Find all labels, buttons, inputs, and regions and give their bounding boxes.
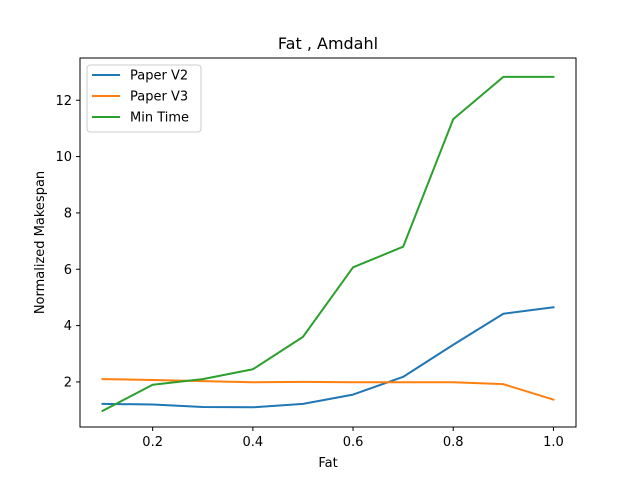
- series-line-2: [101, 378, 555, 401]
- y-tick-label: 8: [64, 206, 72, 221]
- y-tick-label: 12: [55, 94, 72, 109]
- x-tick-label: 0.6: [343, 435, 364, 450]
- x-tick-label: 0.4: [243, 435, 264, 450]
- y-axis-ticks: 2 4 6 8 10 12: [55, 94, 80, 390]
- series-line-1: [101, 306, 555, 409]
- legend: Paper V2 Paper V3 Min Time: [86, 64, 202, 133]
- y-tick-label: 6: [64, 263, 72, 278]
- plot-lines: [101, 75, 555, 413]
- y-axis-label: Normalized Makespan: [33, 171, 48, 314]
- legend-box: [86, 64, 202, 133]
- x-axis-label: Fat: [318, 456, 337, 471]
- x-tick-label: 0.2: [142, 435, 163, 450]
- legend-label: Min Time: [130, 111, 189, 126]
- x-axis-ticks: 0.2 0.4 0.6 0.8 1.0: [142, 427, 564, 450]
- plot-frame: [79, 57, 577, 428]
- y-tick-label: 10: [55, 150, 72, 165]
- legend-label: Paper V3: [130, 90, 188, 105]
- y-tick-label: 2: [64, 375, 72, 390]
- x-tick-label: 1.0: [543, 435, 564, 450]
- legend-label: Paper V2: [130, 69, 188, 84]
- y-tick-label: 4: [64, 319, 72, 334]
- chart-title: Fat , Amdahl: [278, 34, 378, 53]
- x-tick-label: 0.8: [443, 435, 464, 450]
- series-line-3: [101, 75, 555, 413]
